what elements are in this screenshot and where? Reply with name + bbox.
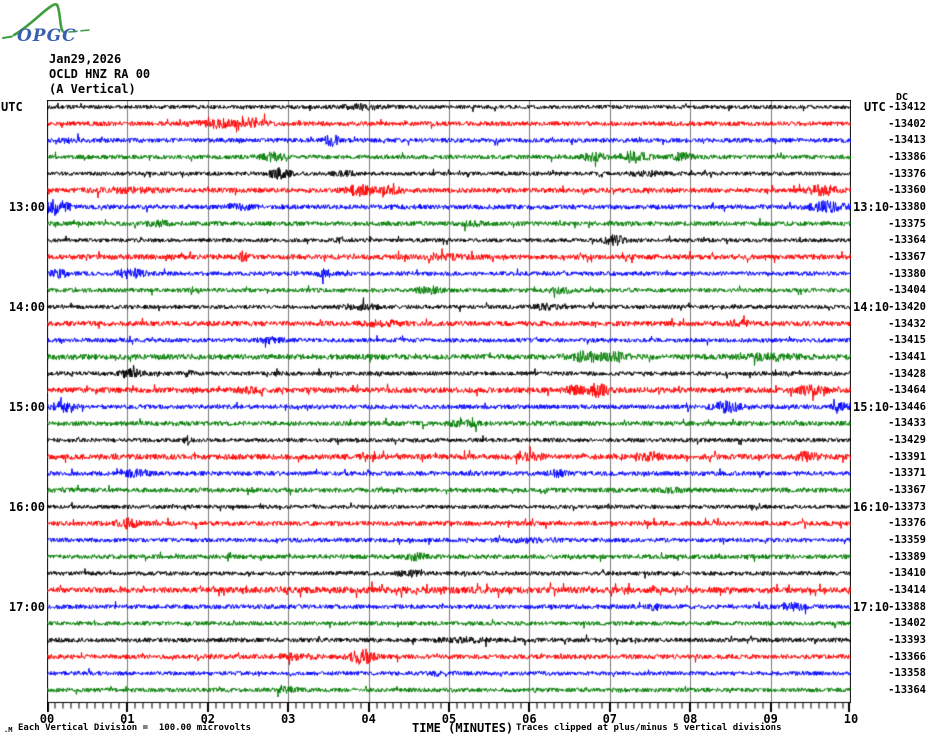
logo-mountain-curve (12, 3, 66, 37)
dc-offset-value: -13373 (888, 500, 926, 513)
x-tick-label: 00 (39, 712, 55, 726)
header-component: (A Vertical) (49, 82, 136, 96)
x-tick-label: 10 (843, 712, 859, 726)
dc-offset-value: -13412 (888, 101, 926, 113)
left-time-label: 16:00 (8, 499, 45, 514)
utc-right-label: UTC (864, 100, 886, 114)
clip-note: Traces clipped at plus/minus 5 vertical … (516, 723, 782, 733)
right-time-label: 17:10 (853, 599, 890, 614)
scale-note: Each Vertical Division = 100.00 microvol… (18, 723, 251, 733)
opgc-logo: OPGC (2, 3, 90, 46)
dc-offset-value: -13371 (888, 467, 926, 480)
x-tick-label: 03 (280, 712, 296, 726)
dc-offset-value: -13446 (888, 400, 926, 413)
right-time-label: 13:10 (853, 199, 890, 214)
dc-offset-value: -13414 (888, 584, 926, 597)
dc-offset-value: -13428 (888, 367, 926, 380)
dc-offset-value: -13404 (888, 284, 926, 297)
dc-offset-value: -13410 (888, 567, 926, 580)
x-tick-label: 08 (682, 712, 698, 726)
logo-curve-dash-left (2, 35, 13, 39)
left-time-label: 15:00 (8, 399, 45, 414)
dc-offset-value: -13386 (888, 150, 926, 163)
right-time-label: 15:10 (853, 399, 890, 414)
dc-offset-value: -13402 (888, 117, 926, 130)
right-time-label: 16:10 (853, 499, 890, 514)
x-tick-label: 07 (602, 712, 618, 726)
x-tick-label: 09 (763, 712, 778, 726)
dc-offset-value: -13464 (888, 384, 926, 397)
dc-offset-value: -13375 (888, 217, 926, 230)
dc-offset-value: -13432 (888, 317, 926, 330)
dc-offset-value: -13433 (888, 417, 926, 430)
x-tick-label: 05 (441, 712, 457, 726)
dc-offset-value: -13415 (888, 334, 926, 347)
dc-offset-value: -13366 (888, 650, 926, 663)
x-tick-label: 02 (200, 712, 216, 726)
x-tick-label: 06 (522, 712, 537, 726)
left-time-label: 14:00 (8, 299, 45, 314)
dc-offset-value: -13420 (888, 300, 926, 313)
logo-curve-dash-right (68, 29, 90, 33)
right-time-label: 14:10 (853, 299, 890, 314)
dc-column-header: DC (896, 92, 909, 103)
dc-offset-value: -13364 (888, 683, 926, 696)
seismogram-canvas (47, 100, 851, 716)
dc-offset-value: -13360 (888, 184, 926, 197)
dc-offset-value: -13429 (888, 434, 926, 447)
dc-offset-value: -13359 (888, 534, 926, 547)
logo-text: OPGC (17, 26, 77, 46)
dc-offset-value: -13376 (888, 517, 926, 530)
dc-offset-value: -13358 (888, 667, 926, 680)
dc-offset-value: -13380 (888, 267, 926, 280)
x-tick-label: 01 (120, 712, 135, 726)
dc-offset-value: -13376 (888, 167, 926, 180)
dc-offset-value: -13367 (888, 250, 926, 263)
watermark-glyph: .M (4, 726, 13, 734)
dc-offset-value: -13413 (888, 134, 926, 147)
header-station-code: OCLD HNZ RA 00 (49, 67, 151, 81)
dc-offset-value: -13388 (888, 600, 926, 613)
dc-offset-value: -13393 (888, 634, 926, 647)
dc-offset-value: -13402 (888, 617, 926, 630)
dc-offset-value: -13364 (888, 234, 926, 247)
x-tick-label: 04 (361, 712, 376, 726)
dc-offset-value: -13389 (888, 550, 926, 563)
left-time-label: 13:00 (8, 199, 45, 214)
dc-offset-value: -13441 (888, 350, 926, 363)
left-time-label: 17:00 (8, 599, 45, 614)
dc-offset-value: -13367 (888, 484, 926, 497)
dc-offset-value: -13380 (888, 200, 926, 213)
utc-left-label: UTC (1, 100, 23, 114)
x-axis-title: TIME (MINUTES) (412, 721, 514, 735)
header-date: Jan29,2026 (49, 52, 122, 66)
dc-offset-value: -13391 (888, 450, 926, 463)
